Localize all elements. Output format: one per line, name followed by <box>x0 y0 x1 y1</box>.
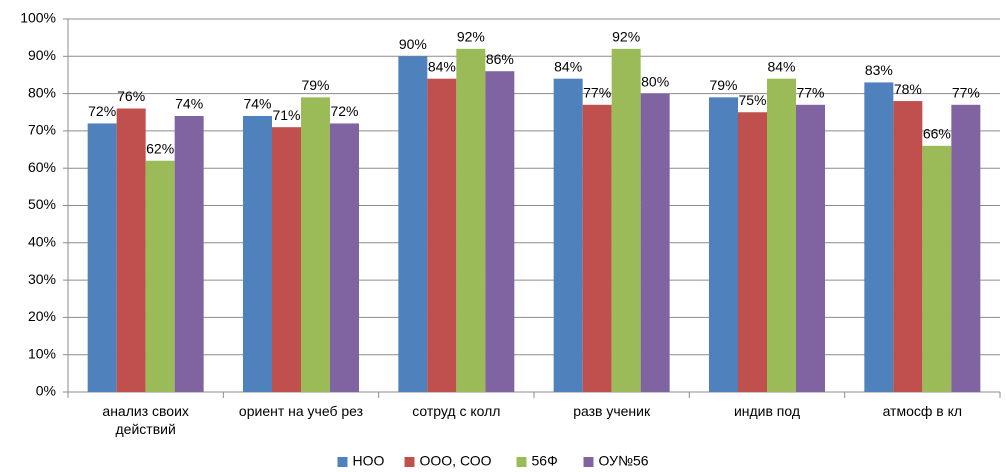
bar <box>243 115 272 392</box>
y-tick-label: 60% <box>28 159 56 175</box>
data-label: 75% <box>738 92 766 108</box>
bar <box>427 78 457 393</box>
data-label: 79% <box>709 77 737 93</box>
legend-swatch <box>337 457 348 467</box>
bar <box>87 123 117 392</box>
data-label: 84% <box>767 58 795 74</box>
bar <box>456 48 486 393</box>
data-label: 62% <box>146 140 174 156</box>
bar <box>611 48 641 393</box>
data-label: 71% <box>272 107 300 123</box>
bar <box>116 108 146 393</box>
bar <box>330 123 359 392</box>
data-label: 86% <box>486 51 514 67</box>
bar <box>301 97 330 392</box>
data-label: 74% <box>243 96 271 112</box>
bar <box>582 104 612 392</box>
legend-label: НОО <box>353 453 385 469</box>
bar <box>272 127 301 393</box>
data-label: 92% <box>457 29 485 45</box>
bar <box>864 82 894 392</box>
data-label: 72% <box>88 103 116 119</box>
x-tick-label: разв ученик <box>573 403 651 419</box>
y-tick-label: 80% <box>28 84 56 100</box>
data-label: 79% <box>301 77 329 93</box>
legend-label: ООО, СОО <box>420 453 492 469</box>
legend-swatch <box>583 457 594 467</box>
x-tick-label: индив под <box>733 403 801 419</box>
x-tick-label: сотруд с колл <box>412 403 501 419</box>
bar <box>709 97 738 392</box>
bar <box>922 145 952 392</box>
data-label: 66% <box>923 126 951 142</box>
y-tick-label: 100% <box>20 10 56 26</box>
bar <box>553 78 583 393</box>
bar <box>145 160 175 392</box>
bar <box>767 78 796 393</box>
bar <box>485 71 515 392</box>
legend-label: 56Ф <box>532 453 558 469</box>
y-tick-label: 30% <box>28 271 56 287</box>
legend-label: ОУ№56 <box>599 453 649 469</box>
bar <box>738 112 767 392</box>
y-tick-label: 40% <box>28 234 56 250</box>
data-label: 78% <box>894 81 922 97</box>
y-tick-label: 70% <box>28 122 56 138</box>
bar <box>951 104 981 392</box>
y-tick-label: 90% <box>28 47 56 63</box>
x-tick-label: ориент на учеб рез <box>238 403 364 419</box>
data-label: 80% <box>641 73 669 89</box>
bar <box>640 93 670 392</box>
bar <box>796 104 825 392</box>
legend-swatch <box>404 457 415 467</box>
y-tick-label: 0% <box>36 383 56 399</box>
x-tick-label: атмосф в кл <box>882 403 963 419</box>
data-label: 77% <box>583 84 611 100</box>
data-label: 92% <box>612 29 640 45</box>
data-label: 84% <box>428 58 456 74</box>
legend-swatch <box>516 457 527 467</box>
data-label: 90% <box>399 36 427 52</box>
bar <box>398 56 428 393</box>
y-tick-label: 20% <box>28 308 56 324</box>
bar <box>174 115 204 392</box>
data-label: 84% <box>554 58 582 74</box>
data-label: 72% <box>330 103 358 119</box>
y-tick-label: 50% <box>28 196 56 212</box>
x-tick-label: анализ своих действий <box>102 403 189 437</box>
data-label: 76% <box>117 88 145 104</box>
data-label: 77% <box>796 84 824 100</box>
y-tick-label: 10% <box>28 345 56 361</box>
data-label: 77% <box>952 84 980 100</box>
bar <box>893 101 923 392</box>
data-label: 83% <box>865 62 893 78</box>
data-label: 74% <box>175 96 203 112</box>
